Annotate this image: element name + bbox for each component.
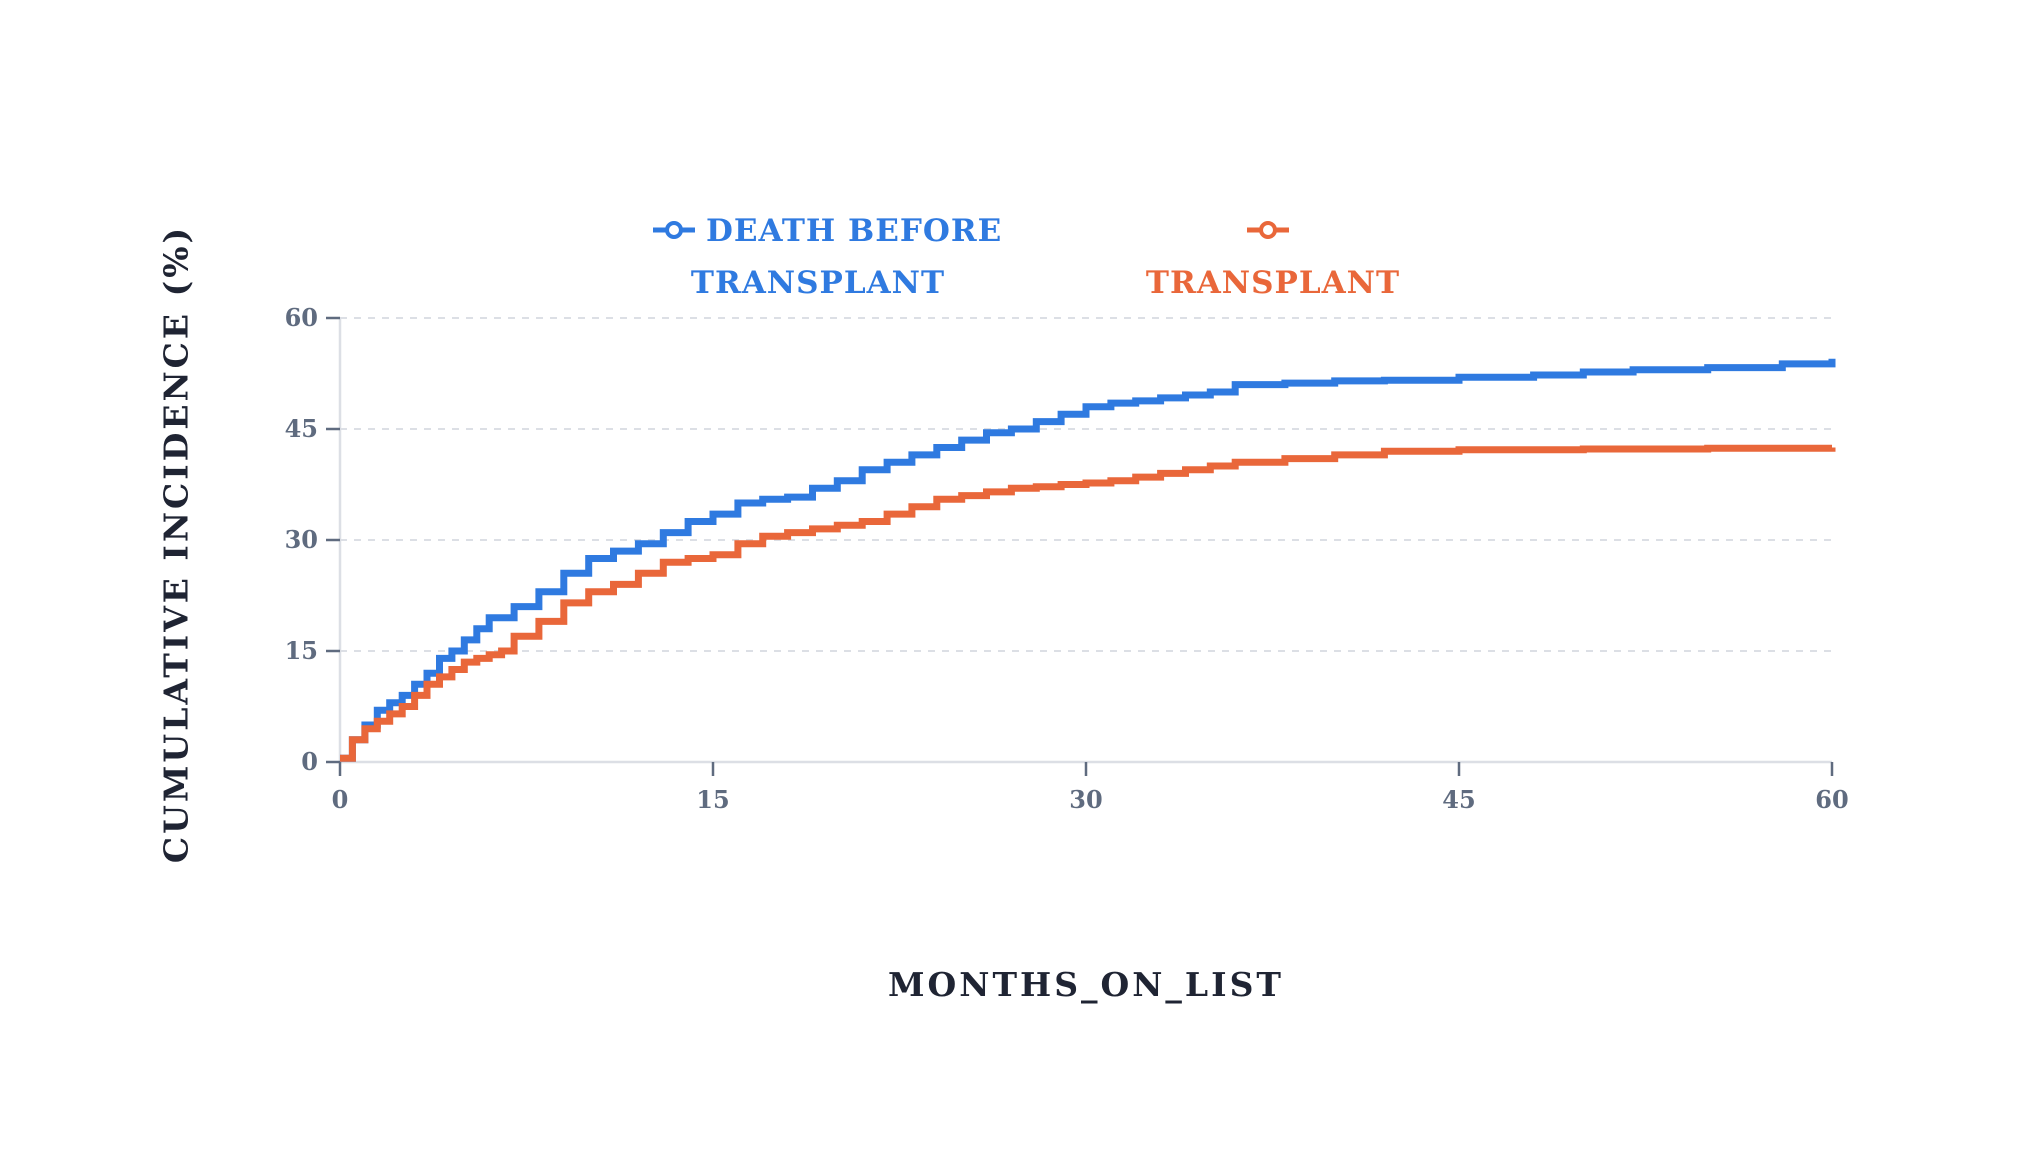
legend-item-transplant[interactable]: TRANSPLANT	[1146, 221, 1400, 301]
y-tick-label-30: 30	[285, 525, 318, 554]
legend-marker-circle	[1259, 221, 1277, 239]
x-tick-label-0: 0	[332, 785, 349, 814]
x-tick-label-60: 60	[1815, 785, 1848, 814]
legend[interactable]: DEATH BEFORE TRANSPLANT TRANSPLANT	[653, 213, 1400, 301]
legend-label-line1: DEATH BEFORE	[706, 213, 1002, 249]
y-tick-label-15: 15	[285, 636, 318, 665]
axes: 0 15 30 45 60 0 15 30 45 60	[285, 303, 1849, 814]
legend-marker-circle	[665, 221, 683, 239]
y-tick-label-45: 45	[285, 414, 318, 443]
gridlines	[340, 317, 1832, 652]
y-axis-title: CUMULATIVE INCIDENCE (%)	[157, 225, 196, 863]
series-line-death-before-transplant[interactable]	[340, 358, 1836, 762]
y-tick-label-60: 60	[285, 303, 318, 332]
x-tick-label-45: 45	[1442, 785, 1475, 814]
legend-label-line2: TRANSPLANT	[691, 265, 945, 301]
x-tick-label-30: 30	[1069, 785, 1102, 814]
series-lines	[340, 358, 1836, 762]
x-tick-label-15: 15	[696, 785, 729, 814]
y-tick-label-0: 0	[301, 747, 318, 776]
x-axis-title: MONTHS_ON_LIST	[888, 965, 1284, 1004]
series-line-transplant[interactable]	[340, 444, 1836, 762]
legend-item-death-before-transplant[interactable]: DEATH BEFORE TRANSPLANT	[653, 213, 1002, 301]
legend-label-line2: TRANSPLANT	[1146, 265, 1400, 301]
